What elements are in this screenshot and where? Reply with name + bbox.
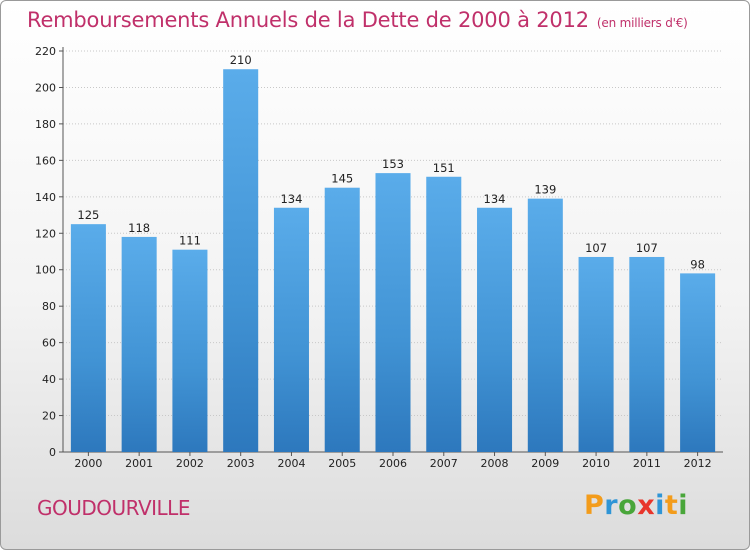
label-layer: 125 2000 118 2001 111 2002 210 2003 134 2004 145 20… <box>74 53 711 470</box>
logo-letter: i <box>655 490 665 521</box>
data-label-2002: 111 <box>179 234 201 248</box>
chart-subtitle: (en milliers d'€) <box>596 16 688 30</box>
data-label-2011: 107 <box>636 241 658 255</box>
y-tick-label: 0 <box>49 446 56 459</box>
bar-2006 <box>375 173 411 452</box>
x-tick-label: 2005 <box>328 457 356 470</box>
y-tick-label: 40 <box>42 373 56 386</box>
data-label-2007: 151 <box>433 161 455 175</box>
x-tick-label: 2007 <box>430 457 458 470</box>
data-label-2006: 153 <box>382 157 404 171</box>
data-label-2012: 98 <box>690 257 705 271</box>
commune-name: GOUDOURVILLE <box>37 496 190 520</box>
y-tick-label: 220 <box>35 45 56 58</box>
bar-2008 <box>477 207 513 452</box>
bar-2012 <box>680 273 716 452</box>
data-label-2009: 139 <box>534 183 556 197</box>
chart-title: Remboursements Annuels de la Dette de 20… <box>27 8 688 32</box>
x-tick-label: 2002 <box>176 457 204 470</box>
x-tick-label: 2000 <box>74 457 102 470</box>
data-label-2010: 107 <box>585 241 607 255</box>
y-tick-label: 80 <box>42 300 56 313</box>
bar-2003 <box>223 69 259 453</box>
bar-2011 <box>629 256 665 452</box>
x-tick-label: 2011 <box>633 457 661 470</box>
x-tick-label: 2004 <box>277 457 305 470</box>
logo-letter: P <box>584 490 605 521</box>
x-tick-label: 2006 <box>379 457 407 470</box>
data-label-2005: 145 <box>331 172 353 186</box>
logo-letter: o <box>618 490 638 521</box>
x-tick-label: 2012 <box>684 457 712 470</box>
data-label-2004: 134 <box>280 192 302 206</box>
bar-2004 <box>273 207 309 452</box>
logo-letter: i <box>678 490 689 521</box>
bar-2009 <box>527 198 563 452</box>
bar-2007 <box>426 176 462 452</box>
data-label-2008: 134 <box>484 192 506 206</box>
y-tick-label: 140 <box>35 191 56 204</box>
data-label-2001: 118 <box>128 221 150 235</box>
x-tick-label: 2008 <box>481 457 509 470</box>
y-tick-label: 200 <box>35 81 56 94</box>
logo-letter: x <box>637 490 656 521</box>
y-tick-label: 20 <box>42 410 56 423</box>
y-tick-label: 180 <box>35 118 56 131</box>
data-label-2000: 125 <box>77 208 99 222</box>
data-label-2003: 210 <box>230 53 252 67</box>
bar-2002 <box>172 249 208 452</box>
logo-letter: r <box>604 490 619 521</box>
bar-2001 <box>121 236 157 452</box>
bar-layer <box>70 69 716 453</box>
bar-2000 <box>70 224 106 452</box>
bar-2005 <box>324 187 360 453</box>
x-tick-label: 2003 <box>227 457 255 470</box>
chart-title-text: Remboursements Annuels de la Dette de 20… <box>27 8 589 32</box>
y-tick-label: 120 <box>35 227 56 240</box>
proxiti-logo: Proxiti <box>584 490 688 521</box>
bar-2010 <box>578 256 614 452</box>
x-tick-label: 2001 <box>125 457 153 470</box>
logo-letter: t <box>664 490 679 521</box>
y-tick-label: 60 <box>42 337 56 350</box>
y-tick-label: 160 <box>35 154 56 167</box>
x-tick-label: 2009 <box>531 457 559 470</box>
y-tick-label: 100 <box>35 264 56 277</box>
x-tick-label: 2010 <box>582 457 610 470</box>
